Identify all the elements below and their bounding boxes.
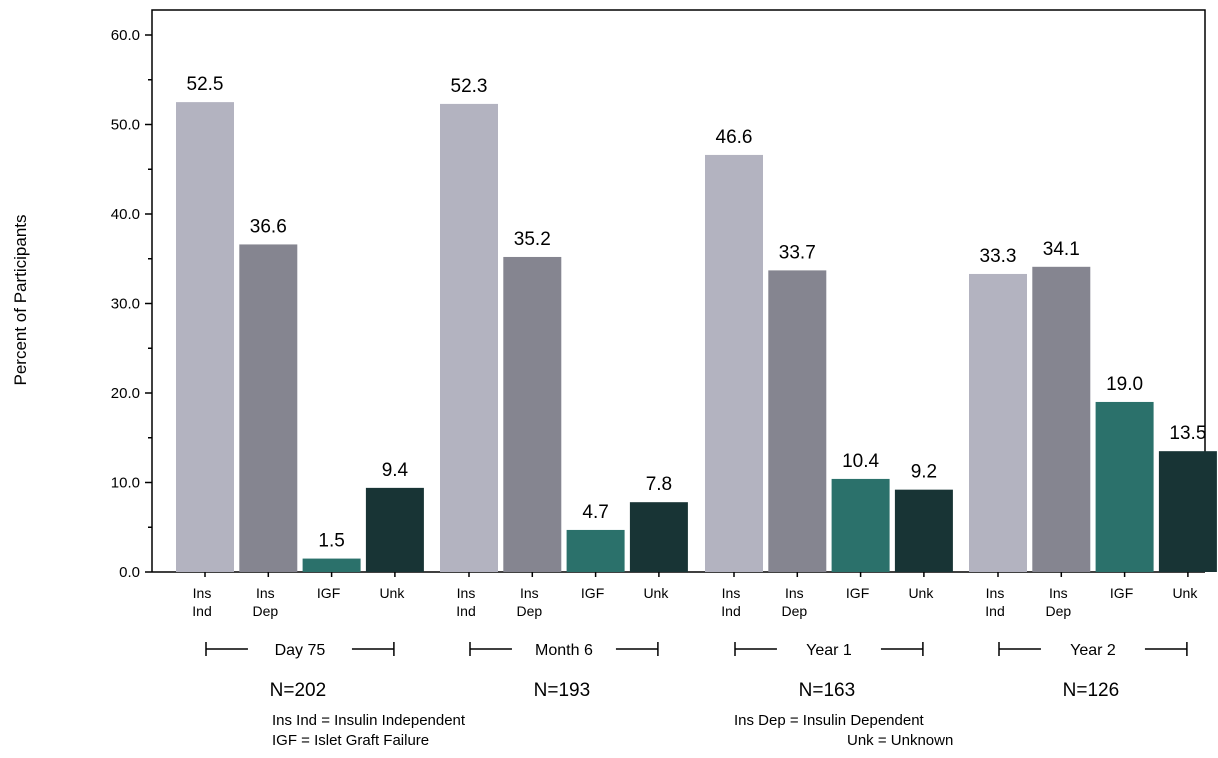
bars (176, 102, 1217, 572)
bar-value-label: 36.6 (250, 216, 287, 237)
bar (365, 487, 424, 572)
bar-value-label: 35.2 (514, 229, 551, 250)
group-bracket (205, 642, 395, 656)
category-label: Ins Ind (456, 585, 475, 619)
category-label: Ins Dep (781, 585, 807, 619)
bar (1095, 401, 1154, 572)
category-label: IGF (581, 585, 604, 601)
bar (629, 502, 688, 572)
y-axis-label: Percent of Participants (11, 214, 30, 385)
bar (969, 273, 1027, 572)
bar (176, 102, 234, 572)
group-n-label: N=202 (270, 680, 327, 701)
bar-value-label: 34.1 (1043, 239, 1080, 260)
bar (503, 256, 562, 572)
bar-value-label: 52.3 (451, 76, 488, 97)
category-labels: Ins Ind Ins Dep IGF Unk Ins Ind Ins Dep IGF Unk Ins I… (192, 572, 1198, 619)
bar-value-label: 46.6 (716, 127, 753, 148)
plot-frame (151, 9, 1206, 572)
category-label: Ins Ind (192, 585, 211, 619)
group-n-label: N=126 (1063, 680, 1120, 701)
bar (831, 478, 890, 572)
bar (705, 154, 763, 572)
bar-value-label: 33.3 (980, 246, 1017, 267)
group-label: Month 6 (535, 642, 593, 659)
bar-value-label: 13.5 (1169, 423, 1206, 444)
bar-value-label: 19.0 (1106, 374, 1143, 395)
category-label: IGF (1110, 585, 1133, 601)
group-labels: Day 75 N=202 Month 6 N=193 Year 1 N=163 Year 2… (205, 642, 1188, 701)
category-label: Ins Dep (516, 585, 542, 619)
bar-value-label: 9.4 (382, 460, 409, 481)
bar-value-label: 7.8 (646, 474, 672, 495)
group-n-label: N=163 (799, 680, 856, 701)
bar-value-label: 10.4 (842, 451, 879, 472)
category-label: Ins Ind (721, 585, 740, 619)
bar (440, 103, 498, 572)
bar (1032, 266, 1091, 572)
y-tick-label: 40.0 (111, 206, 140, 223)
bar-value-label: 1.5 (318, 531, 344, 552)
category-label: IGF (846, 585, 869, 601)
bar-value-label: 9.2 (911, 462, 937, 483)
category-label: Ins Ind (985, 585, 1004, 619)
bar (302, 558, 361, 572)
bar (768, 270, 827, 572)
group-n-label: N=193 (534, 680, 591, 701)
category-label: Ins Dep (252, 585, 278, 619)
bar-value-label: 33.7 (779, 242, 816, 263)
y-tick-label: 30.0 (111, 296, 140, 313)
legend-ins-ind: Ins Ind = Insulin Independent (272, 712, 466, 729)
y-tick-label: 10.0 (111, 475, 140, 492)
category-label: Ins Dep (1045, 585, 1071, 619)
category-label: Unk (908, 585, 934, 601)
y-tick-label: 0.0 (119, 564, 140, 581)
bar (894, 489, 953, 572)
bar (239, 244, 298, 572)
group-label: Day 75 (275, 642, 326, 659)
legend-unk: Unk = Unknown (847, 732, 953, 749)
category-label: IGF (317, 585, 340, 601)
group-label: Year 2 (1070, 642, 1116, 659)
y-tick-label: 20.0 (111, 385, 140, 402)
group-bracket (734, 642, 924, 656)
group-label: Year 1 (806, 642, 852, 659)
bar-value-label: 4.7 (582, 502, 608, 523)
group-bracket (998, 642, 1188, 656)
bar (1158, 451, 1217, 572)
y-tick-label: 50.0 (111, 117, 140, 134)
category-label: Unk (643, 585, 669, 601)
category-label: Unk (1172, 585, 1198, 601)
category-label: Unk (379, 585, 405, 601)
legend-igf: IGF = Islet Graft Failure (272, 732, 429, 749)
legend: Ins Ind = Insulin Independent IGF = Isle… (272, 712, 953, 749)
bar-value-label: 52.5 (187, 74, 224, 95)
group-bracket (469, 642, 659, 656)
y-tick-label: 60.0 (111, 27, 140, 44)
value-labels: 52.5 36.6 1.5 9.4 52.3 35.2 4.7 7.8 46.6 33.7 10.4… (187, 74, 1207, 551)
legend-ins-dep: Ins Dep = Insulin Dependent (734, 712, 925, 729)
bar (566, 529, 625, 572)
